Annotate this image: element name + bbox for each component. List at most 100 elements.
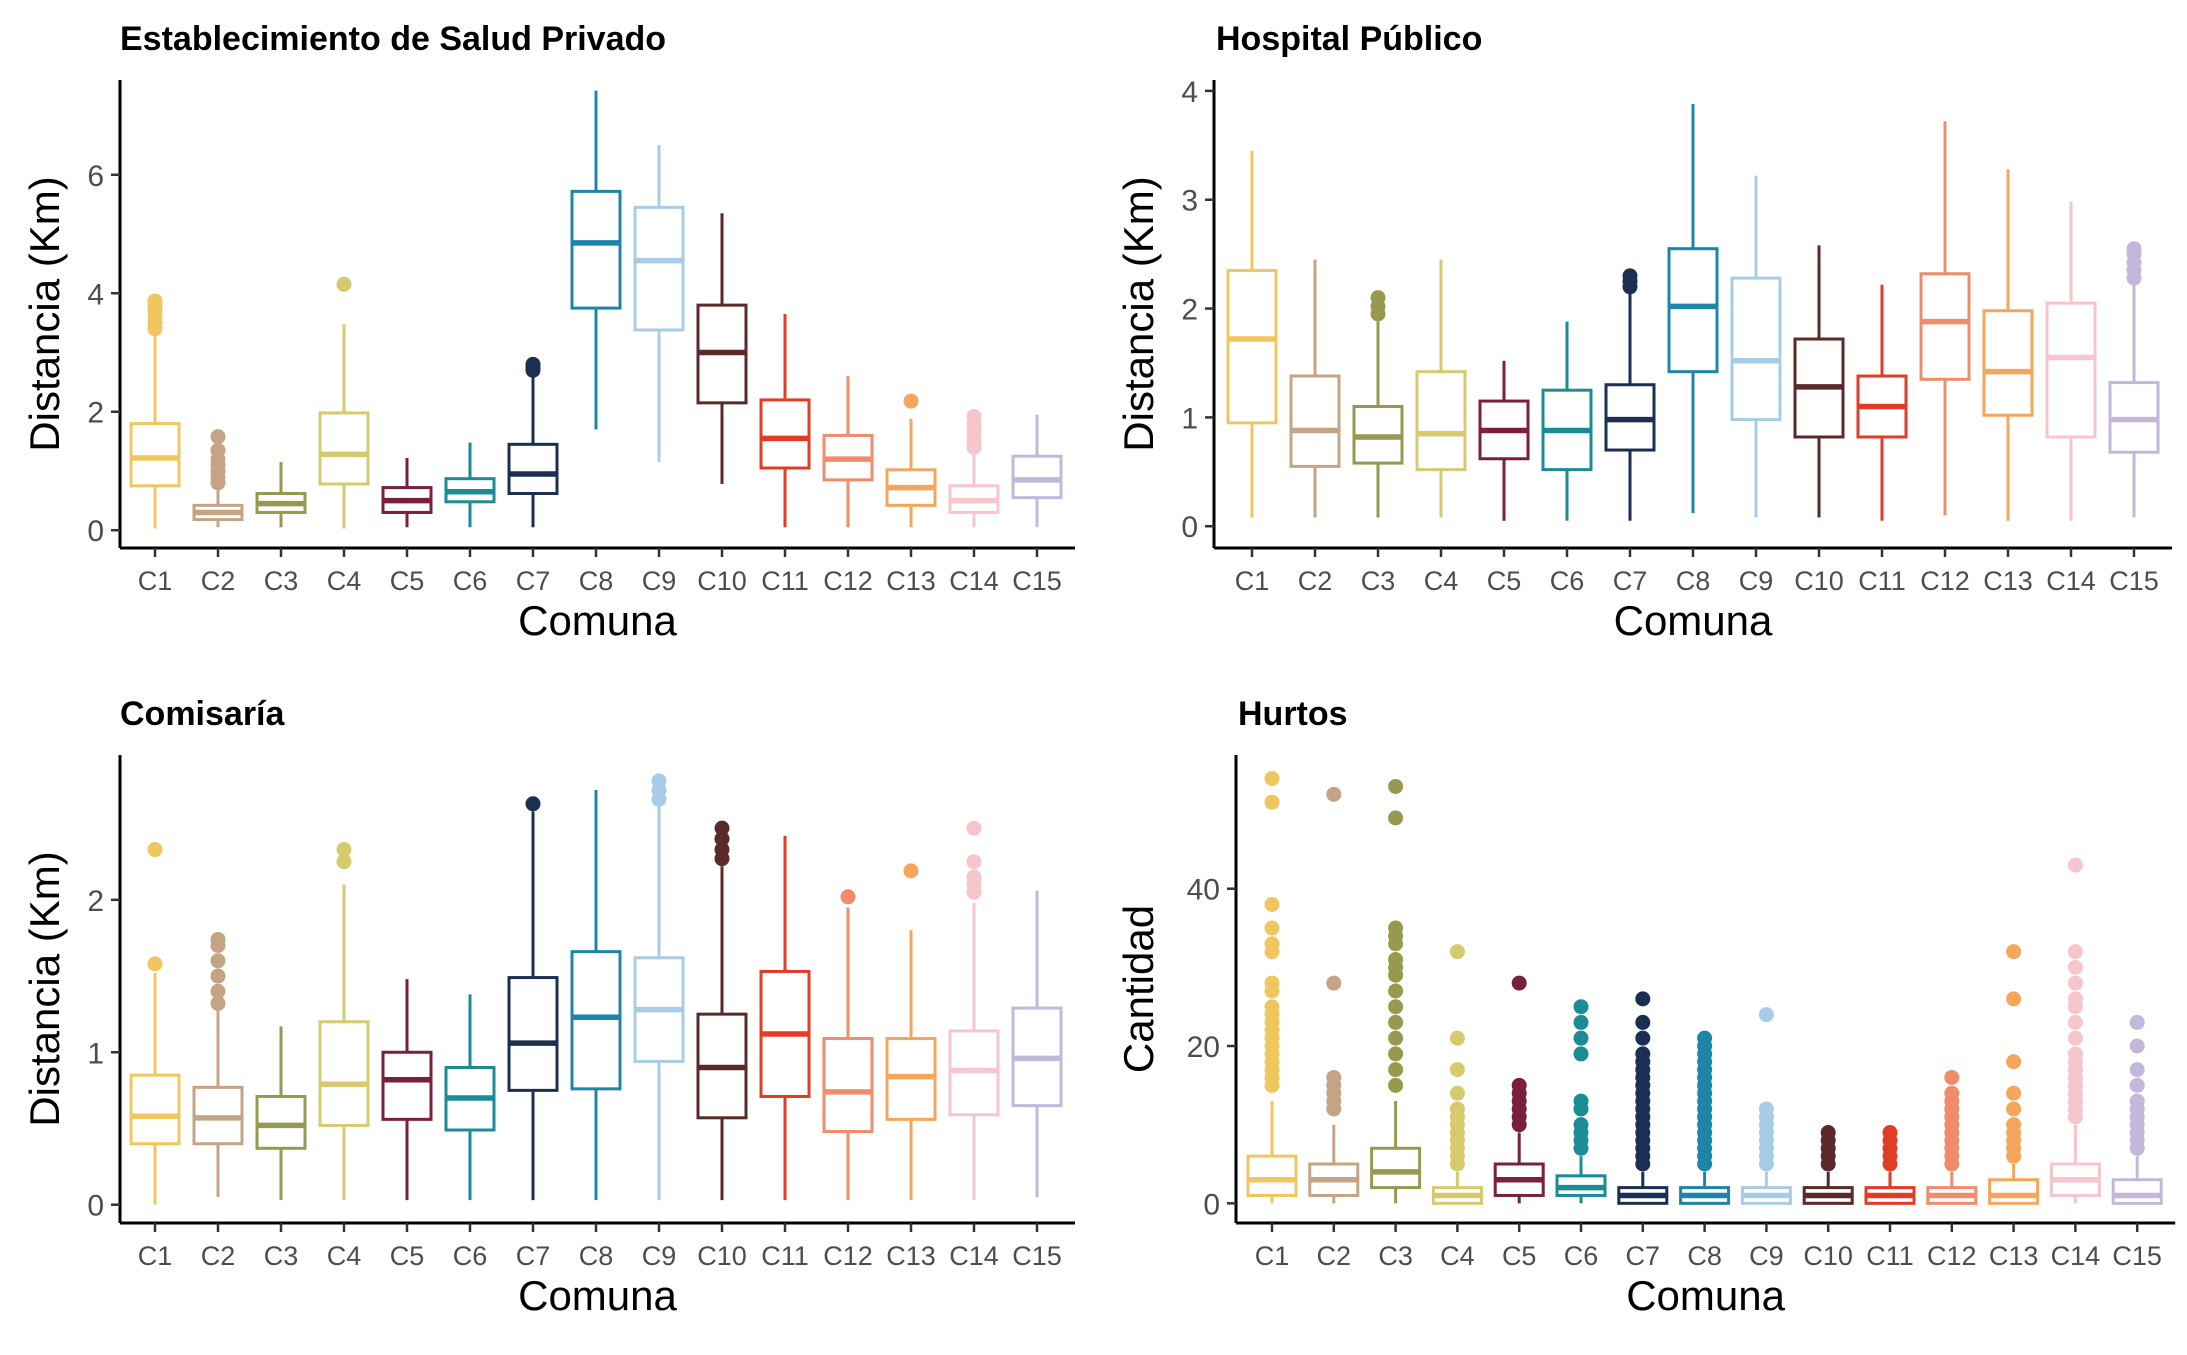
- box-c5: [381, 457, 433, 528]
- x-tick-label: C5: [390, 566, 425, 596]
- outlier-point: [147, 293, 163, 309]
- iqr-box: [381, 1050, 433, 1121]
- y-axis-label: Distancia (Km): [21, 176, 68, 451]
- outlier-point: [1388, 778, 1404, 794]
- box-c3: [255, 1026, 307, 1201]
- outlier-point: [525, 796, 541, 812]
- outlier-point: [2067, 959, 2083, 975]
- iqr-box: [633, 205, 685, 332]
- x-tick-label: C9: [1749, 1241, 1784, 1271]
- x-tick-label: C8: [1676, 566, 1711, 596]
- outlier-point: [210, 968, 226, 984]
- x-tick-label: C10: [1794, 566, 1844, 596]
- iqr-box: [1919, 272, 1971, 381]
- outlier-point: [966, 820, 982, 836]
- box-c2: [192, 931, 244, 1198]
- x-tick-label: C8: [579, 566, 614, 596]
- x-axis-label: Comuna: [518, 1272, 677, 1319]
- outlier-point: [1882, 1125, 1898, 1141]
- box-c14: [2045, 201, 2097, 521]
- box-c11: [759, 314, 811, 528]
- outlier-point: [903, 393, 919, 409]
- outlier-point: [2067, 857, 2083, 873]
- box-c8: [570, 90, 622, 430]
- box-c10: [696, 213, 748, 485]
- x-tick-label: C12: [1927, 1241, 1977, 1271]
- outlier-point: [714, 831, 730, 847]
- x-tick-label: C13: [1989, 1241, 2039, 1271]
- chart-hospital-publico: Hospital Público 0 1 2 3 4 Distancia (Km) C1 C2 C…: [1115, 20, 2172, 644]
- outlier-point: [1635, 1030, 1651, 1046]
- outlier-point: [336, 854, 352, 870]
- iqr-box: [1289, 374, 1341, 468]
- outlier-point: [1449, 1101, 1465, 1117]
- y-tick-label: 40: [1187, 874, 1220, 907]
- y-axis-label: Distancia (Km): [1115, 176, 1162, 451]
- x-tick-label: C7: [1613, 566, 1648, 596]
- box-c6: [444, 994, 496, 1201]
- box-c4: [1431, 944, 1483, 1205]
- box-c12: [822, 376, 874, 528]
- outlier-point: [1326, 786, 1342, 802]
- outlier-point: [1370, 290, 1386, 306]
- outlier-point: [966, 869, 982, 885]
- box-c6: [444, 442, 496, 528]
- iqr-box: [1667, 247, 1719, 374]
- outlier-point: [1511, 975, 1527, 991]
- y-tick-label: 1: [1181, 402, 1198, 435]
- x-tick-label: C3: [264, 1241, 299, 1271]
- x-tick-label: C3: [1361, 566, 1396, 596]
- iqr-box: [822, 1037, 874, 1134]
- iqr-box: [1730, 276, 1782, 422]
- box-c13: [1988, 944, 2040, 1205]
- y-tick-label: 20: [1187, 1031, 1220, 1064]
- box-c4: [318, 842, 370, 1201]
- outlier-point: [966, 854, 982, 870]
- x-tick-label: C8: [1687, 1241, 1722, 1271]
- outlier-point: [1449, 1085, 1465, 1101]
- outlier-point: [2129, 1062, 2145, 1078]
- x-tick-label: C15: [2112, 1241, 2162, 1271]
- iqr-box: [1246, 1154, 1298, 1197]
- outlier-point: [1264, 975, 1280, 991]
- x-tick-label: C4: [1440, 1241, 1475, 1271]
- iqr-box: [1415, 370, 1467, 472]
- outlier-point: [714, 820, 730, 836]
- chart-title: Establecimiento de Salud Privado: [120, 20, 666, 58]
- outlier-point: [1697, 1030, 1713, 1046]
- x-tick-label: C8: [579, 1241, 614, 1271]
- y-tick-label: 1: [87, 1037, 104, 1070]
- outlier-point: [210, 442, 226, 458]
- box-c12: [822, 889, 874, 1201]
- box-c3: [1352, 290, 1404, 518]
- outlier-point: [1388, 999, 1404, 1015]
- x-tick-label: C4: [327, 566, 362, 596]
- outlier-point: [2129, 1077, 2145, 1093]
- box-c2: [192, 429, 244, 528]
- outlier-point: [1573, 1030, 1589, 1046]
- box-c10: [1802, 1125, 1854, 1205]
- box-c12: [1926, 1069, 1978, 1205]
- box-c7: [507, 356, 559, 528]
- iqr-box: [570, 950, 622, 1091]
- outlier-point: [1635, 1046, 1651, 1062]
- iqr-box: [318, 1020, 370, 1127]
- chart-hurtos: Hurtos 0 20 40 Cantidad C1 C2 C3 C4 C5 C6 C7 C8 C9 C10…: [1115, 695, 2176, 1319]
- outlier-point: [1635, 991, 1651, 1007]
- outlier-point: [1264, 771, 1280, 787]
- outlier-point: [1264, 920, 1280, 936]
- outlier-point: [2126, 241, 2142, 257]
- y-tick-label: 2: [87, 885, 104, 918]
- x-axis-label: Comuna: [518, 597, 677, 644]
- box-c1: [129, 842, 181, 1205]
- box-c13: [885, 863, 937, 1201]
- x-tick-label: C14: [2051, 1241, 2101, 1271]
- x-tick-label: C11: [761, 566, 809, 596]
- outlier-point: [2129, 1093, 2145, 1109]
- box-c7: [1617, 991, 1669, 1205]
- box-c10: [696, 820, 748, 1201]
- outlier-point: [2067, 991, 2083, 1007]
- x-tick-label: C11: [761, 1241, 809, 1271]
- x-tick-label: C1: [138, 1241, 173, 1271]
- x-tick-label: C12: [1920, 566, 1970, 596]
